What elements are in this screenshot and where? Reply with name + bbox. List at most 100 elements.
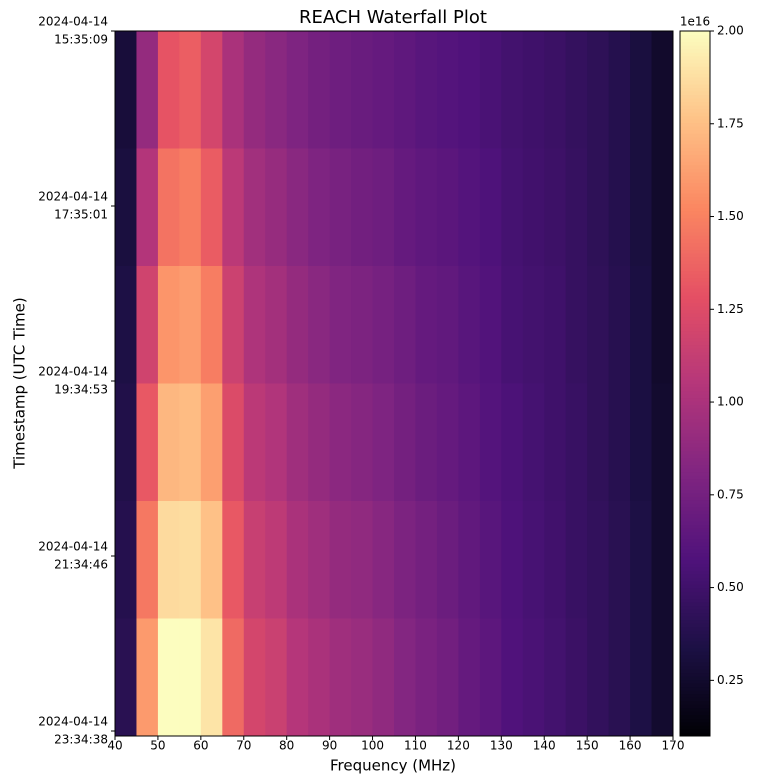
colorbar-swatch — [680, 147, 710, 152]
colorbar-swatch — [680, 566, 710, 571]
colorbar-swatch — [680, 52, 710, 57]
heatmap-cell — [608, 501, 631, 619]
colorbar-swatch — [680, 73, 710, 78]
heatmap-cell — [651, 266, 674, 384]
colorbar-swatch — [680, 228, 710, 233]
colorbar-swatch — [680, 97, 710, 102]
heatmap-cell — [351, 148, 374, 267]
colorbar-swatch — [680, 725, 710, 730]
colorbar-swatch — [680, 179, 710, 184]
colorbar-swatch — [680, 401, 710, 406]
heatmap-cell — [587, 31, 610, 149]
heatmap-cell — [608, 618, 631, 737]
colorbar-swatch — [680, 446, 710, 451]
x-tick-label: 50 — [150, 739, 165, 753]
heatmap-cell — [200, 618, 223, 737]
heatmap-cell — [544, 148, 567, 267]
heatmap-cell — [501, 383, 524, 502]
colorbar-swatch — [680, 242, 710, 247]
heatmap-cell — [179, 148, 202, 267]
colorbar-swatch — [680, 531, 710, 536]
heatmap-cell — [136, 383, 159, 502]
colorbar-swatch — [680, 182, 710, 187]
heatmap-cell — [479, 31, 502, 149]
colorbar-swatch — [680, 598, 710, 603]
colorbar-swatch — [680, 690, 710, 695]
heatmap-cell — [329, 148, 352, 267]
heatmap-cell — [415, 266, 438, 384]
colorbar-swatch — [680, 644, 710, 649]
colorbar-swatch — [680, 302, 710, 307]
heatmap-cell — [630, 618, 653, 737]
heatmap-cell — [522, 31, 545, 149]
heatmap-cell — [501, 266, 524, 384]
x-tick-label: 140 — [533, 739, 556, 753]
colorbar-swatch — [680, 263, 710, 268]
colorbar-swatch — [680, 231, 710, 236]
colorbar-swatch — [680, 559, 710, 564]
heatmap-cell — [115, 266, 137, 384]
heatmap-cell — [479, 618, 502, 737]
x-tick-label: 160 — [619, 739, 642, 753]
colorbar-swatch — [680, 482, 710, 487]
colorbar-swatch — [680, 415, 710, 420]
heatmap-cell — [394, 618, 416, 737]
heatmap-cell — [351, 383, 374, 502]
colorbar-swatch — [680, 461, 710, 466]
x-tick-label: 60 — [193, 739, 208, 753]
heatmap-cell — [136, 618, 159, 737]
colorbar-swatch — [680, 316, 710, 321]
colorbar-swatch — [680, 196, 710, 201]
colorbar-swatch — [680, 686, 710, 691]
colorbar-swatch — [680, 471, 710, 476]
heatmap-cell — [458, 31, 481, 149]
colorbar-swatch — [680, 253, 710, 258]
heatmap-cell — [415, 501, 438, 619]
colorbar-swatch — [680, 217, 710, 222]
heatmap-cell — [157, 148, 180, 267]
colorbar-swatch — [680, 126, 710, 131]
colorbar-tick-label: 0.75 — [717, 487, 744, 501]
colorbar-swatch — [680, 59, 710, 64]
colorbar-swatch — [680, 344, 710, 349]
colorbar-swatch — [680, 545, 710, 550]
colorbar-swatch — [680, 408, 710, 413]
colorbar-swatch — [680, 87, 710, 92]
heatmap-cell — [286, 383, 309, 502]
heatmap-cell — [544, 31, 567, 149]
heatmap-cell — [200, 383, 223, 502]
colorbar-swatch — [680, 387, 710, 392]
colorbar-swatch — [680, 256, 710, 261]
colorbar-swatch — [680, 337, 710, 342]
heatmap-cell — [200, 266, 223, 384]
colorbar-swatch — [680, 66, 710, 71]
colorbar-swatch — [680, 323, 710, 328]
colorbar-swatch — [680, 90, 710, 95]
colorbar-swatch — [680, 612, 710, 617]
heatmap-cell — [587, 501, 610, 619]
colorbar-swatch — [680, 320, 710, 325]
colorbar-swatch — [680, 595, 710, 600]
heatmap-cell — [243, 618, 266, 737]
colorbar-swatch — [680, 679, 710, 684]
heatmap-cell — [115, 31, 137, 149]
heatmap-cell — [157, 383, 180, 502]
colorbar-swatch — [680, 365, 710, 370]
heatmap-cell — [608, 266, 631, 384]
heatmap-cell — [329, 31, 352, 149]
colorbar-swatch — [680, 623, 710, 628]
heatmap-cell — [651, 501, 674, 619]
heatmap-cell — [157, 31, 180, 149]
colorbar-swatch — [680, 305, 710, 310]
colorbar-swatch — [680, 186, 710, 191]
colorbar-swatch — [680, 549, 710, 554]
colorbar-swatch — [680, 637, 710, 642]
y-tick-time: 19:34:53 — [54, 382, 108, 396]
x-tick-label: 150 — [576, 739, 599, 753]
heatmap-cell — [200, 31, 223, 149]
colorbar-swatch — [680, 168, 710, 173]
colorbar-swatch — [680, 298, 710, 303]
colorbar-swatch — [680, 76, 710, 81]
heatmap-cell — [308, 148, 331, 267]
heatmap-cell — [243, 266, 266, 384]
